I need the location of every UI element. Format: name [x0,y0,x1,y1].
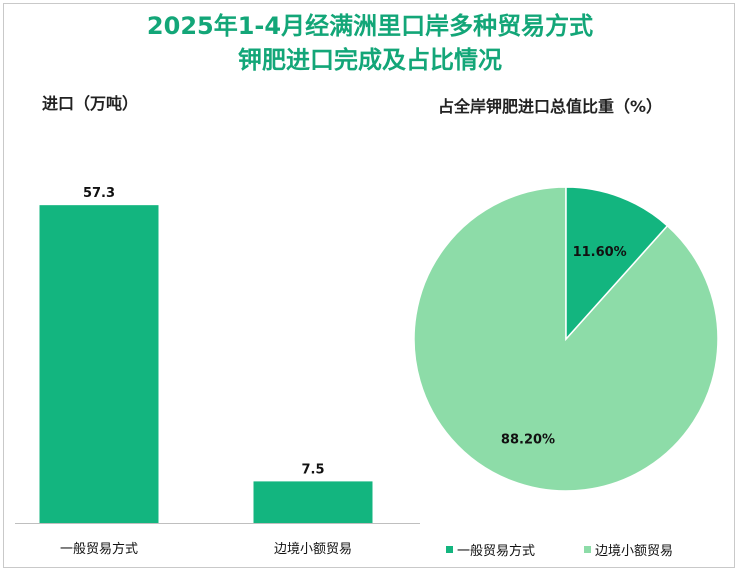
bar-border-trade [253,481,373,523]
chart-frame [3,3,735,568]
pie-value-label-general-trade: 11.60% [573,245,627,260]
pie-chart-title: 占全岸钾肥进口总值比重（%） [438,97,663,116]
legend-label-border-trade: 边境小额贸易 [595,544,674,559]
bar-value-label-general-trade: 57.3 [83,186,115,201]
pie-slice-general-trade [565,186,669,341]
chart-title-line-1: 2025年1-4月经满洲里口岸多种贸易方式 [146,12,594,40]
legend-marker-general-trade [446,546,453,553]
bar-chart-title: 进口（万吨） [42,94,139,113]
bar-value-label-border-trade: 7.5 [301,462,324,477]
pie-value-label-border-trade: 88.20% [501,432,555,447]
bar-category-label-general-trade: 一般贸易方式 [59,542,138,557]
legend-label-general-trade: 一般贸易方式 [457,544,536,559]
bar-general-trade [39,205,159,523]
bar-category-label-border-trade: 边境小额贸易 [273,542,352,557]
chart-title-line-2: 钾肥进口完成及占比情况 [238,46,502,74]
legend-marker-border-trade [584,546,591,553]
